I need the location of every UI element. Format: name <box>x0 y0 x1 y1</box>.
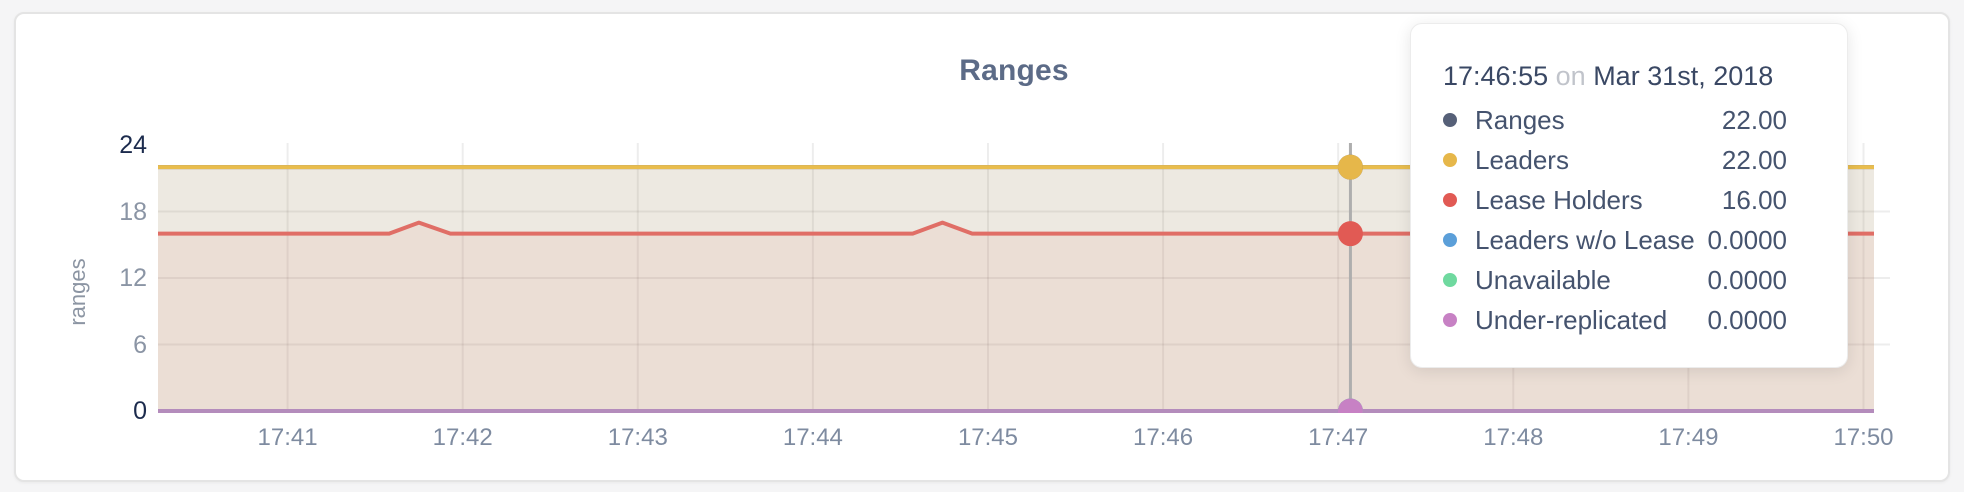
tooltip-series-name: Under-replicated <box>1475 304 1668 335</box>
y-tick-label: 24 <box>119 131 147 159</box>
chart-title: Ranges <box>959 54 1069 87</box>
tooltip-date-separator: on <box>1555 61 1586 91</box>
tooltip-series-value: 22.00 <box>1721 144 1787 175</box>
tooltip-row: Under-replicated 0.0000 <box>1443 300 1787 340</box>
tooltip-series-value: 0.0000 <box>1707 224 1787 255</box>
x-tick-label: 17:49 <box>1658 424 1719 451</box>
series-color-dot <box>1443 153 1457 167</box>
x-tick-label: 17:43 <box>607 424 668 451</box>
series-color-dot <box>1443 313 1457 327</box>
x-tick-label: 17:41 <box>257 424 318 451</box>
series-color-dot <box>1443 233 1457 247</box>
series-color-dot <box>1443 113 1457 127</box>
tooltip-title: 17:46:55 on Mar 31st, 2018 <box>1443 60 1787 92</box>
tooltip-series-name: Leaders <box>1475 144 1569 175</box>
tooltip-series-value: 16.00 <box>1721 184 1787 215</box>
x-tick-label: 17:50 <box>1833 424 1894 451</box>
tooltip-row: Ranges 22.00 <box>1443 100 1787 140</box>
tooltip-series-name: Lease Holders <box>1475 184 1643 215</box>
x-tick-label: 17:44 <box>782 424 843 451</box>
tooltip-series-value: 0.0000 <box>1707 264 1787 295</box>
tooltip-series-value: 22.00 <box>1721 104 1787 135</box>
x-tick-label: 17:47 <box>1308 424 1369 451</box>
hover-marker-under-replicated <box>1337 398 1363 413</box>
tooltip-time: 17:46:55 <box>1443 61 1549 91</box>
tooltip-series-name: Leaders w/o Lease <box>1475 224 1695 255</box>
tooltip-row: Unavailable 0.0000 <box>1443 260 1787 300</box>
y-tick-label: 6 <box>133 330 147 359</box>
x-tick-label: 17:48 <box>1483 424 1544 451</box>
x-tick-label: 17:45 <box>957 424 1018 451</box>
series-color-dot <box>1443 273 1457 287</box>
y-tick-label: 18 <box>119 197 147 226</box>
tooltip-row: Lease Holders 16.00 <box>1443 180 1787 220</box>
tooltip-series-name: Unavailable <box>1475 264 1611 295</box>
tooltip-series-value: 0.0000 <box>1707 304 1787 335</box>
tooltip-rows: Ranges 22.00 Leaders 22.00 Lease Holders 16.0… <box>1443 100 1787 340</box>
hover-marker-leaders <box>1337 154 1363 180</box>
y-tick-label: 0 <box>133 397 147 425</box>
tooltip-row: Leaders 22.00 <box>1443 140 1787 180</box>
chart-tooltip: 17:46:55 on Mar 31st, 2018 Ranges 22.00 Le… <box>1410 23 1848 368</box>
hover-marker-lease-holders <box>1337 221 1363 247</box>
series-line-lease-holders <box>158 220 1874 236</box>
series-color-dot <box>1443 193 1457 207</box>
y-tick-label: 12 <box>119 264 147 292</box>
x-tick-label: 17:46 <box>1133 424 1194 451</box>
x-tick-label: 17:42 <box>432 424 493 451</box>
tooltip-row: Leaders w/o Lease 0.0000 <box>1443 220 1787 260</box>
tooltip-date: Mar 31st, 2018 <box>1593 61 1774 91</box>
tooltip-series-name: Ranges <box>1475 104 1565 135</box>
